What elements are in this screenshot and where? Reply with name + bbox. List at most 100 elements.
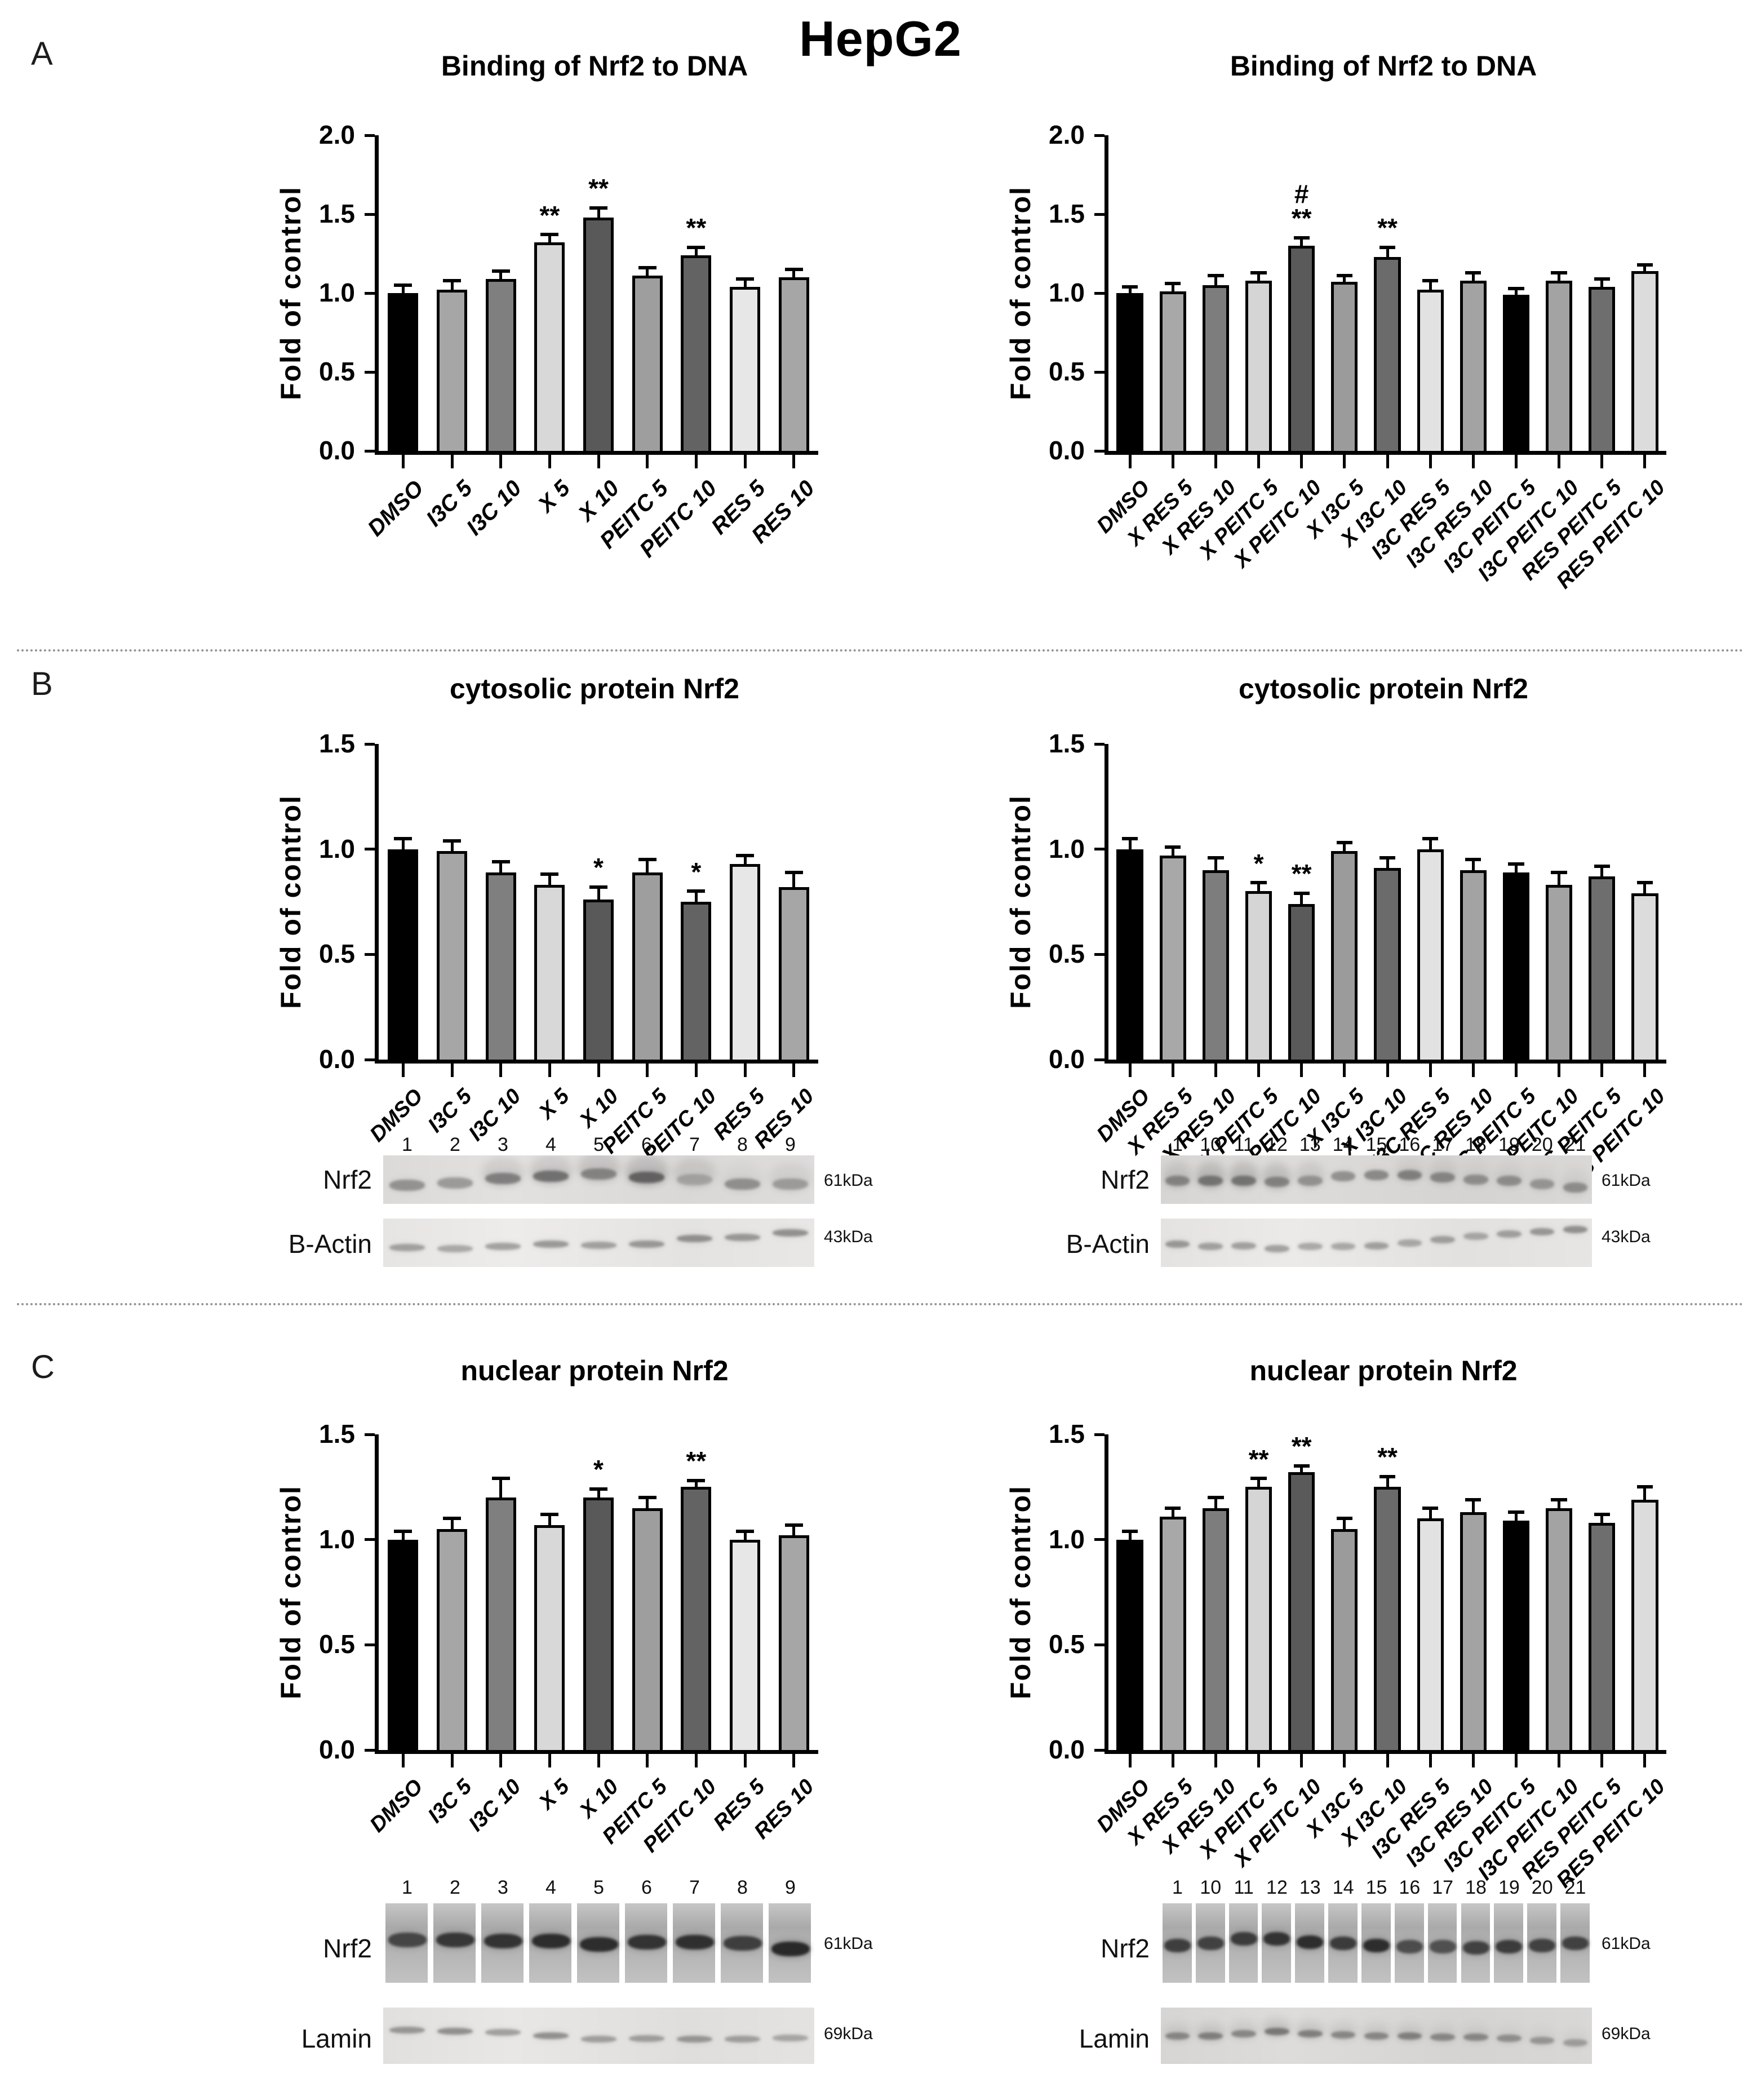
chart-title: cytosolic protein Nrf2 [450, 673, 739, 705]
westernblot-cytosolic-combo: 1 10 11 12 13 14 15 16 17 18 19 20 21 Nrf2 61kDa B-A… [1066, 1127, 1662, 1296]
error-bar-whisker [1429, 280, 1432, 291]
bar [1245, 891, 1272, 1060]
y-tick-mark [1094, 952, 1104, 956]
protein-band [484, 1933, 522, 1948]
error-bar-whisker [1386, 857, 1389, 870]
lane-number: 20 [1531, 1877, 1553, 1898]
y-tick-mark [1094, 370, 1104, 374]
error-bar-cap [1250, 1477, 1267, 1481]
error-bar-whisker [1214, 857, 1217, 871]
error-bar-cap [1250, 881, 1267, 885]
error-bar-whisker [1386, 247, 1389, 258]
x-tick-mark [499, 1064, 503, 1077]
lane-number: 2 [450, 1877, 460, 1898]
x-tick-mark [1386, 1754, 1389, 1767]
error-bar-whisker [1128, 839, 1132, 850]
protein-band [677, 2036, 712, 2043]
chart-cytosolic-combo: cytosolic protein Nrf2 Fold of control 0… [997, 657, 1696, 1202]
molecular-weight-marker: 61kDa [824, 1934, 873, 1953]
lane-number: 14 [1332, 1134, 1354, 1155]
y-tick-mark [365, 1058, 375, 1061]
error-bar-whisker [1558, 272, 1561, 282]
lane-number: 20 [1531, 1134, 1553, 1155]
protein-band [1397, 1170, 1422, 1180]
error-bar-cap [735, 1529, 755, 1533]
protein-band [388, 1932, 427, 1947]
protein-band [1165, 1176, 1190, 1186]
protein-band [1364, 2032, 1389, 2040]
bar [1546, 885, 1573, 1060]
error-bar-whisker [1343, 276, 1346, 283]
lane-number: 1 [1172, 1134, 1183, 1155]
panel-divider [17, 1303, 1744, 1305]
x-tick-mark [499, 1754, 503, 1767]
bar [485, 278, 516, 451]
significance-label: ** [686, 1446, 707, 1476]
significance-label: ** [588, 174, 609, 203]
protein-band [579, 1937, 618, 1952]
panel-divider [17, 649, 1744, 652]
x-tick-mark [450, 1064, 454, 1077]
bar [681, 255, 712, 451]
error-bar-cap [540, 1512, 559, 1516]
error-bar-cap [1293, 892, 1310, 896]
bar [681, 902, 712, 1060]
plot-area: 0.0 0.5 1.0 1.5 DMSO I3C 5 I3C 10 X 5 * X 10 PEITC… [319, 1419, 818, 1857]
protein-band [1529, 1228, 1555, 1235]
blot-smear [1527, 1164, 1558, 1191]
x-tick-mark [1558, 1754, 1561, 1767]
protein-band [1529, 1938, 1556, 1952]
protein-band [1330, 1936, 1357, 1950]
lane-number: 16 [1399, 1134, 1421, 1155]
significance-label: ** [1377, 1442, 1398, 1472]
bar [1159, 291, 1186, 451]
error-bar-whisker [499, 862, 503, 874]
x-category-label: DMSO [365, 1775, 428, 1837]
bar [632, 276, 663, 451]
blot-row-label: B-Actin [1066, 1229, 1150, 1259]
x-tick-mark [1128, 455, 1132, 468]
y-tick-mark [1094, 1748, 1104, 1752]
error-bar-cap [1208, 274, 1224, 278]
x-tick-mark [450, 455, 454, 468]
y-tick-label: 0.0 [319, 1735, 355, 1764]
protein-band [1198, 1242, 1223, 1250]
error-bar-cap [1208, 856, 1224, 860]
significance-label: * [1253, 848, 1264, 878]
x-tick-mark [1471, 1754, 1475, 1767]
error-bar-whisker [694, 891, 698, 903]
error-bar-cap [1379, 245, 1396, 249]
chart-binding-single: Binding of Nrf2 to DNA Fold of control 0… [268, 34, 837, 643]
bar [1417, 1518, 1444, 1750]
bar [534, 242, 565, 451]
bar [1460, 1512, 1487, 1750]
error-bar-whisker [597, 1489, 600, 1499]
blot-image [1161, 1902, 1592, 1984]
protein-band [389, 1180, 425, 1191]
y-tick-mark [365, 134, 375, 137]
protein-band [437, 1244, 473, 1252]
chart-nuclear-single: nuclear protein Nrf2 Fold of control 0.0… [268, 1339, 837, 1857]
protein-band [677, 1174, 712, 1185]
error-bar-whisker [1300, 1466, 1303, 1474]
y-tick-label: 1.5 [319, 729, 355, 758]
x-tick-mark [1171, 1064, 1174, 1077]
error-bar-cap [540, 233, 559, 237]
protein-band [1265, 1177, 1289, 1187]
y-tick-mark [1094, 291, 1104, 295]
y-tick-mark [365, 848, 375, 851]
error-bar-whisker [1343, 843, 1346, 853]
chart-title: cytosolic protein Nrf2 [1239, 673, 1528, 705]
bar [1374, 1487, 1401, 1750]
blot-smear [1527, 2026, 1558, 2046]
error-bar-cap [1121, 285, 1138, 289]
protein-band [1231, 1176, 1256, 1186]
error-bar-whisker [1343, 1518, 1346, 1530]
error-bar-cap [491, 1477, 510, 1481]
error-bar-cap [1508, 286, 1524, 290]
chart-binding-combo: Binding of Nrf2 to DNA Fold of control 0… [997, 34, 1696, 643]
protein-band [389, 2027, 425, 2033]
y-tick-mark [365, 449, 375, 453]
significance-label: ** [1291, 859, 1312, 889]
protein-band [1497, 1230, 1522, 1238]
